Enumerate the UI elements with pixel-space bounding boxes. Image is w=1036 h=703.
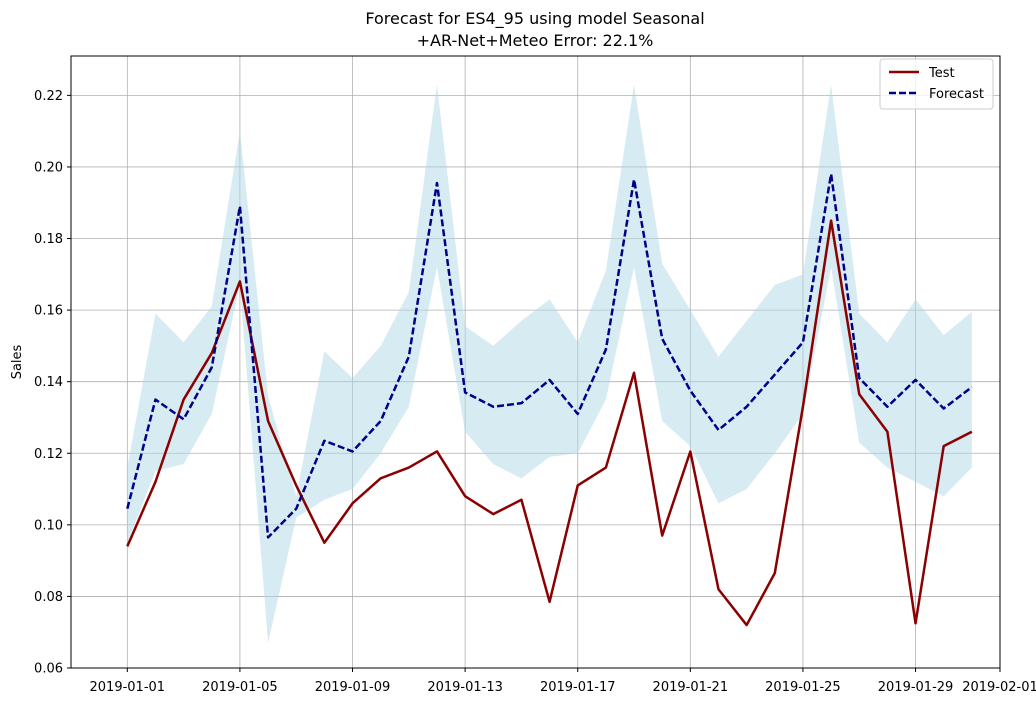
forecast-band-area (127, 84, 972, 643)
y-tick-label: 0.18 (34, 232, 63, 247)
legend-label-forecast: Forecast (929, 87, 984, 102)
x-tick-label: 2019-01-29 (878, 680, 954, 695)
plot-area-frame (70, 55, 1001, 669)
x-tick-label: 2019-01-13 (427, 680, 503, 695)
chart-title-line-2: +AR-Net+Meteo Error: 22.1% (417, 31, 654, 50)
y-tick-label: 0.16 (34, 304, 63, 319)
series-line-forecast (126, 172, 973, 539)
x-tick-label: 2019-01-01 (90, 680, 166, 695)
y-tick-label: 0.20 (34, 160, 63, 175)
y-tick-label: 0.12 (34, 447, 63, 462)
y-tick-label: 0.14 (34, 375, 63, 390)
series-lines (126, 172, 973, 627)
y-tick-label: 0.08 (34, 590, 63, 605)
y-axis: 0.06 0.08 0.10 0.12 0.14 0.16 0.18 0.20 0.22 (34, 89, 71, 677)
series-line-test (126, 219, 973, 627)
x-tick-label: 2019-01-21 (653, 680, 729, 695)
y-tick-label: 0.22 (34, 89, 63, 104)
x-axis: 2019-01-01 2019-01-05 2019-01-09 2019-01-13… (90, 668, 1036, 695)
x-tick-label: 2019-01-17 (540, 680, 616, 695)
x-tick-label: 2019-01-09 (315, 680, 391, 695)
y-axis-label: Sales (10, 344, 25, 379)
forecast-interval-band (127, 84, 972, 643)
x-tick-label: 2019-01-25 (765, 680, 841, 695)
legend-label-test: Test (928, 66, 955, 81)
legend: Test Forecast (879, 58, 994, 110)
x-tick-label: 2019-01-05 (202, 680, 278, 695)
y-tick-label: 0.06 (34, 662, 63, 677)
chart-title-line-1: Forecast for ES4_95 using model Seasonal (365, 9, 704, 29)
y-tick-label: 0.10 (34, 518, 63, 533)
x-tick-label: 2019-02-01 (962, 680, 1036, 695)
